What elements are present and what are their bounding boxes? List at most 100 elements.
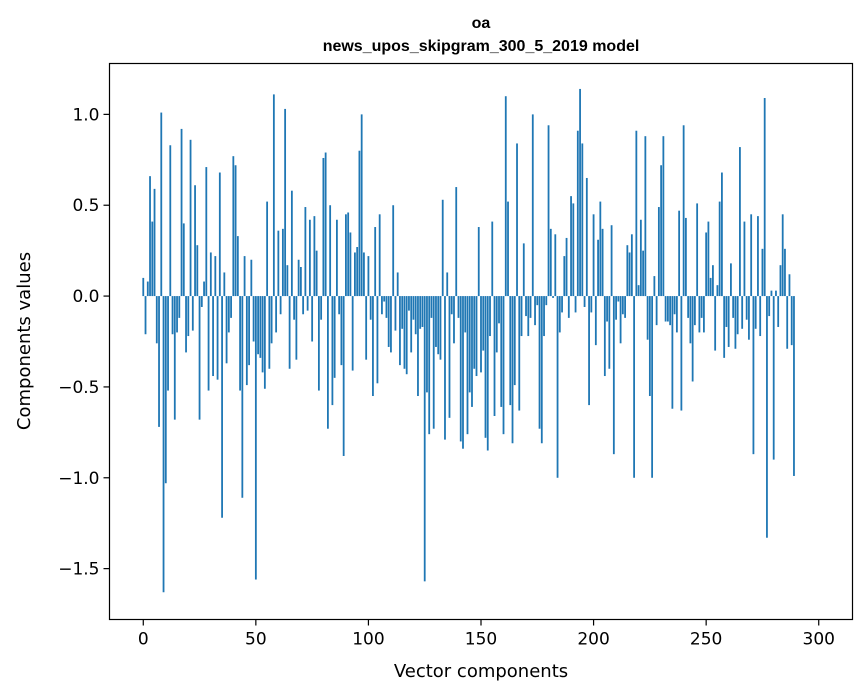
bar [682, 125, 685, 297]
bar [245, 296, 248, 386]
bar [408, 296, 410, 311]
bar [198, 296, 201, 420]
bar [223, 272, 226, 297]
bar [601, 228, 604, 297]
plot-area-frame [108, 62, 854, 621]
bar [227, 296, 230, 333]
bar [392, 205, 395, 297]
bar [216, 296, 219, 380]
bar [257, 296, 259, 355]
y-tick-label: −1.5 [58, 560, 99, 580]
chart-title: oa [472, 15, 491, 32]
bar [750, 214, 753, 297]
bar [426, 296, 428, 393]
bar [236, 236, 239, 297]
bar [196, 245, 199, 297]
bar [624, 296, 626, 318]
bar [518, 296, 521, 411]
bar [696, 203, 699, 297]
bar [594, 296, 597, 346]
bar [153, 188, 156, 297]
bar [775, 290, 777, 297]
bar [511, 296, 514, 444]
bar [403, 296, 406, 369]
bar [437, 296, 440, 355]
bar [351, 296, 354, 371]
bar [446, 272, 449, 297]
bar [723, 296, 726, 358]
bar [739, 147, 741, 297]
bar [270, 296, 273, 344]
bar [495, 296, 498, 353]
bar [376, 296, 379, 384]
bar [529, 296, 532, 318]
bar [642, 250, 645, 297]
bar [230, 296, 232, 318]
bar [784, 248, 786, 297]
bar [687, 296, 690, 318]
bar [646, 296, 649, 340]
bar [345, 214, 347, 297]
bar [516, 143, 518, 297]
bar [464, 296, 467, 333]
bar [734, 296, 737, 349]
bar [619, 296, 622, 344]
bar [268, 296, 271, 369]
bar [288, 296, 291, 369]
bar [349, 232, 352, 297]
bar [556, 296, 559, 478]
bar [477, 227, 480, 297]
bar [234, 165, 237, 297]
bar [736, 296, 739, 335]
bar [439, 296, 442, 360]
bar [358, 150, 361, 297]
bar [617, 296, 620, 302]
bar [333, 296, 336, 378]
bar [297, 259, 300, 297]
bar [493, 296, 496, 416]
bar [732, 296, 735, 318]
bar [459, 296, 462, 442]
bar [259, 296, 262, 358]
bar [759, 296, 762, 337]
bar [412, 296, 415, 320]
bar [225, 296, 228, 364]
bar [167, 296, 169, 391]
bar [169, 145, 172, 297]
bar [414, 296, 417, 335]
bar [513, 296, 516, 386]
bar [331, 296, 334, 406]
bar [304, 207, 307, 297]
bar [637, 285, 640, 297]
bar [203, 281, 205, 297]
y-axis-label: Components values [14, 252, 35, 430]
bar [448, 296, 451, 418]
x-tick-label: 100 [352, 630, 384, 650]
bar [606, 296, 608, 322]
bar [565, 237, 568, 297]
bar [698, 296, 701, 333]
bar [340, 296, 343, 366]
bar [576, 130, 579, 297]
bar [540, 296, 543, 444]
bar [320, 296, 323, 320]
bar [648, 296, 651, 397]
bar [662, 136, 665, 297]
bar [567, 296, 570, 318]
bar [254, 296, 257, 580]
bar [590, 296, 593, 313]
bar [263, 296, 266, 389]
bar [563, 256, 566, 297]
chart-subtitle: news_upos_skipgram_300_5_2019 model [323, 38, 640, 55]
bar [221, 296, 223, 518]
bar [689, 296, 692, 344]
bar [504, 96, 507, 297]
bar [453, 296, 455, 344]
bar [302, 296, 305, 315]
bar [727, 296, 730, 347]
bar [691, 296, 694, 382]
bar [205, 167, 208, 297]
bar [572, 203, 575, 297]
bar [372, 296, 374, 397]
